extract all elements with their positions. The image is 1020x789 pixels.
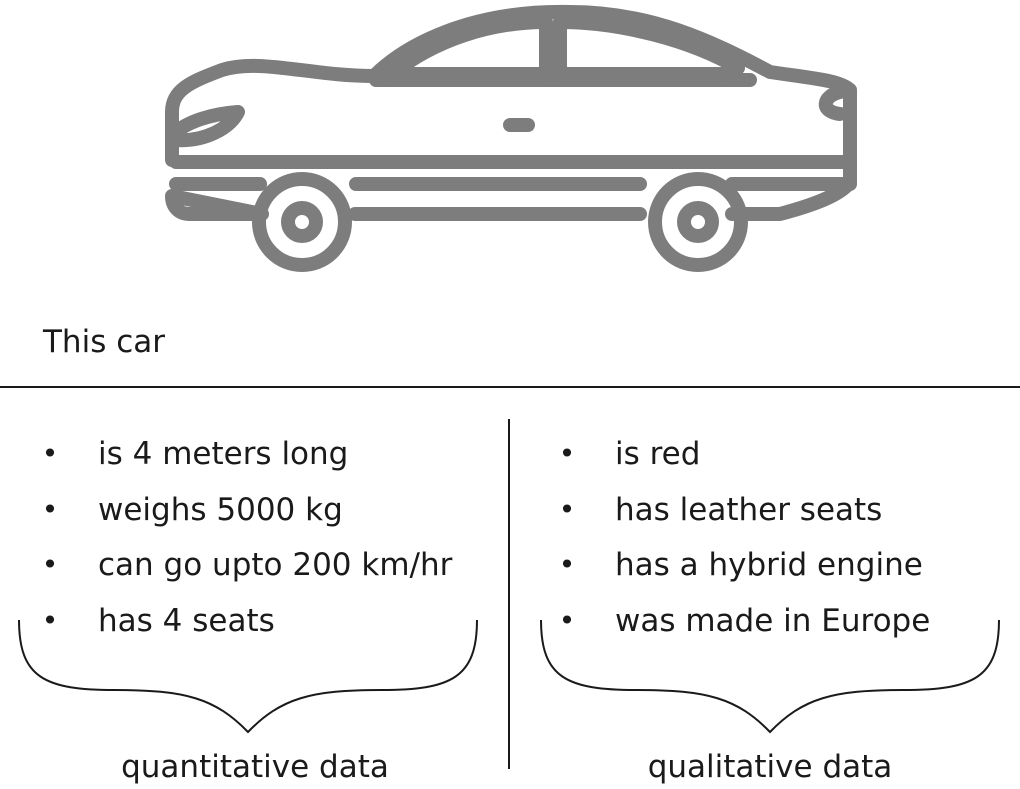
list-item-text: is 4 meters long	[98, 436, 349, 472]
subject-label: This car	[43, 324, 165, 360]
list-item-text: weighs 5000 kg	[98, 491, 343, 528]
list-item-text: is red	[615, 436, 701, 472]
list-item-text: can go upto 200 km/hr	[98, 547, 453, 583]
qualitative-brace	[537, 618, 1003, 738]
bullet-icon: •	[41, 437, 59, 470]
list-item-text: was made in Europe	[615, 602, 931, 639]
bullet-icon: •	[558, 492, 576, 526]
vertical-divider	[508, 419, 510, 769]
bullet-icon: •	[41, 548, 59, 581]
qualitative-caption: qualitative data	[647, 749, 893, 785]
bullet-icon: •	[558, 437, 576, 470]
list-item-text: has a hybrid engine	[615, 547, 923, 583]
bullet-icon: •	[558, 548, 576, 581]
horizontal-divider	[0, 386, 1020, 388]
quantitative-caption: quantitative data	[121, 749, 389, 785]
quantitative-brace	[15, 618, 481, 738]
car-icon	[150, 0, 870, 290]
bullet-icon: •	[41, 492, 59, 526]
list-item-text: has leather seats	[615, 491, 883, 528]
bullet-icon: •	[41, 603, 59, 637]
list-item-text: has 4 seats	[98, 602, 275, 639]
bullet-icon: •	[558, 603, 576, 637]
